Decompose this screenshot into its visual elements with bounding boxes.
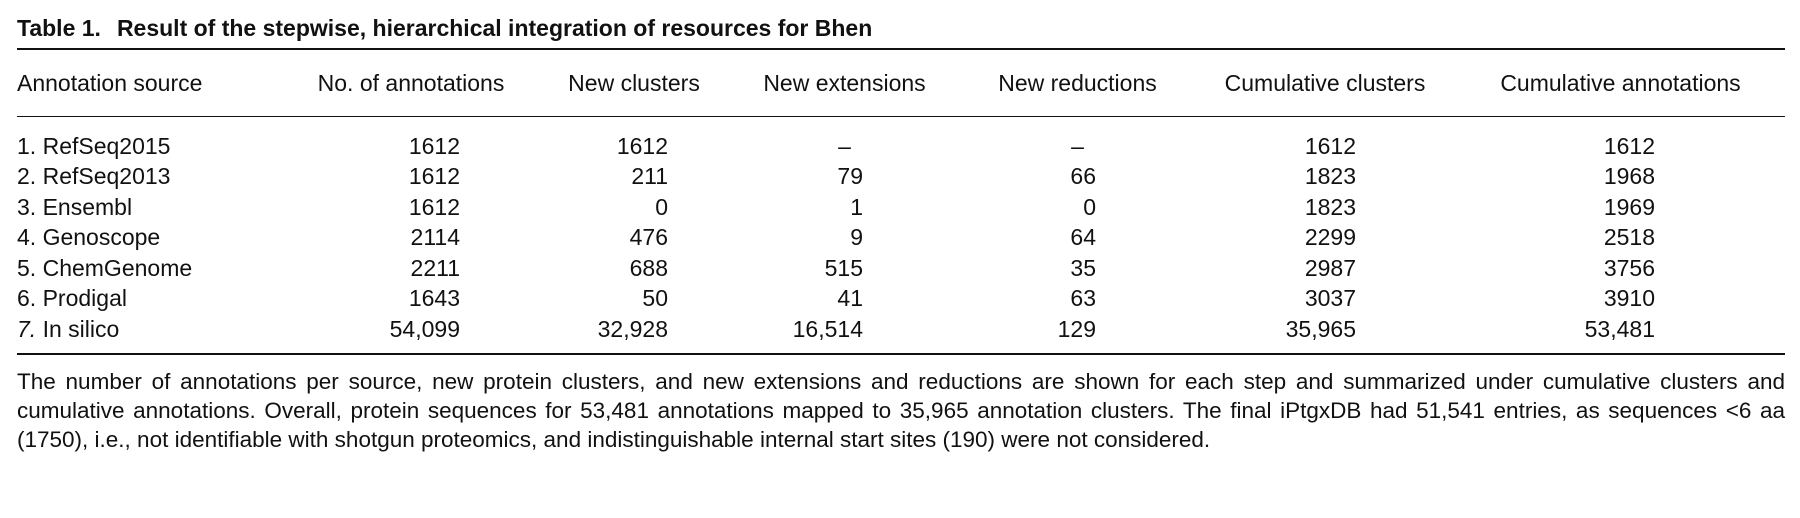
annotations-cell: 1643	[408, 285, 460, 312]
new-clusters-cell: 32,928	[597, 315, 668, 342]
table-label: Table 1.	[17, 15, 101, 41]
new-reductions-cell: –	[1071, 132, 1084, 159]
source-cell: 2. RefSeq2013	[17, 162, 282, 193]
column-header: Cumulative clusters	[1194, 50, 1456, 117]
annotations-cell: 54,099	[389, 315, 460, 342]
new-reductions-cell: 64	[1070, 224, 1096, 251]
column-header: No. of annotations	[282, 50, 540, 117]
annotations-cell: 2114	[410, 224, 460, 251]
header-row: Annotation source No. of annotations New…	[17, 50, 1785, 117]
column-header: Cumulative annotations	[1456, 50, 1785, 117]
column-header: New clusters	[540, 50, 728, 117]
table-row: 5. ChemGenome 2211 688 515 35 2987 3756	[17, 253, 1785, 284]
new-reductions-cell: 0	[1083, 193, 1096, 220]
table-row: 7. In silico 54,099 32,928 16,514 129 35…	[17, 314, 1785, 353]
row-number: 2.	[17, 163, 37, 190]
row-number: 3.	[17, 193, 37, 220]
new-clusters-cell: 476	[629, 224, 668, 251]
new-extensions-cell: 41	[837, 285, 863, 312]
row-number: 5.	[17, 254, 37, 281]
column-header: New extensions	[728, 50, 961, 117]
cumulative-annotations-cell: 3756	[1603, 254, 1655, 281]
cumulative-clusters-cell: 1823	[1304, 193, 1356, 220]
cumulative-clusters-cell: 1612	[1304, 132, 1356, 159]
row-number: 1.	[17, 132, 37, 159]
cumulative-clusters-cell: 2987	[1304, 254, 1356, 281]
cumulative-annotations-cell: 1612	[1603, 132, 1655, 159]
new-extensions-cell: 515	[824, 254, 863, 281]
annotations-cell: 1612	[408, 193, 460, 220]
cumulative-annotations-cell: 53,481	[1584, 315, 1655, 342]
table-caption: Table 1. Result of the stepwise, hierarch…	[17, 8, 1785, 48]
column-header: Annotation source	[17, 50, 282, 117]
source-cell: 4. Genoscope	[17, 223, 282, 254]
row-number: 4.	[17, 224, 37, 251]
source-name: ChemGenome	[42, 254, 193, 281]
new-extensions-cell: 9	[850, 224, 863, 251]
table-row: 3. Ensembl 1612 0 1 0 1823 1969	[17, 192, 1785, 223]
row-number: 6.	[17, 285, 37, 312]
row-number: 7.	[17, 315, 37, 342]
annotations-cell: 1612	[408, 163, 460, 190]
table-row: 2. RefSeq2013 1612 211 79 66 1823 1968	[17, 162, 1785, 193]
cumulative-clusters-cell: 35,965	[1285, 315, 1356, 342]
results-table: Annotation source No. of annotations New…	[17, 50, 1785, 353]
source-cell: 5. ChemGenome	[17, 253, 282, 284]
new-reductions-cell: 63	[1070, 285, 1096, 312]
cumulative-annotations-cell: 3910	[1603, 285, 1655, 312]
source-cell: 1. RefSeq2015	[17, 117, 282, 162]
annotations-cell: 2211	[410, 254, 460, 281]
new-clusters-cell: 50	[642, 285, 668, 312]
table-title: Result of the stepwise, hierarchical int…	[116, 15, 873, 41]
new-clusters-cell: 211	[631, 163, 668, 190]
table-row: 6. Prodigal 1643 50 41 63 3037 3910	[17, 284, 1785, 315]
cumulative-clusters-cell: 1823	[1304, 163, 1356, 190]
new-reductions-cell: 66	[1070, 163, 1096, 190]
cumulative-annotations-cell: 1968	[1603, 163, 1655, 190]
new-clusters-cell: 688	[629, 254, 668, 281]
new-extensions-cell: 1	[850, 193, 863, 220]
source-name: Genoscope	[42, 224, 161, 251]
top-rule	[17, 48, 1785, 50]
new-clusters-cell: 0	[655, 193, 668, 220]
table-footnote: The number of annotations per source, ne…	[17, 368, 1785, 452]
cumulative-annotations-cell: 2518	[1603, 224, 1655, 251]
table-figure: Table 1. Result of the stepwise, hierarch…	[17, 8, 1785, 476]
new-reductions-cell: 35	[1070, 254, 1096, 281]
cumulative-clusters-cell: 3037	[1304, 285, 1356, 312]
bottom-rule	[17, 352, 1785, 355]
source-name: In silico	[42, 315, 120, 342]
annotations-cell: 1612	[408, 132, 460, 159]
new-clusters-cell: 1612	[616, 132, 668, 159]
source-name: Ensembl	[42, 193, 133, 220]
table-row: 4. Genoscope 2114 476 9 64 2299 2518	[17, 223, 1785, 254]
new-reductions-cell: 129	[1057, 315, 1096, 342]
source-name: RefSeq2015	[42, 132, 171, 159]
source-name: Prodigal	[42, 285, 127, 312]
cumulative-clusters-cell: 2299	[1304, 224, 1356, 251]
cumulative-annotations-cell: 1969	[1603, 193, 1655, 220]
column-header: New reductions	[961, 50, 1194, 117]
source-cell: 3. Ensembl	[17, 192, 282, 223]
new-extensions-cell: 16,514	[792, 315, 863, 342]
table-row: 1. RefSeq2015 1612 1612 – – 1612 1612	[17, 117, 1785, 162]
source-cell: 7. In silico	[17, 314, 282, 353]
source-cell: 6. Prodigal	[17, 284, 282, 315]
table-body: 1. RefSeq2015 1612 1612 – – 1612 1612 2.…	[17, 117, 1785, 353]
source-name: RefSeq2013	[42, 163, 171, 190]
new-extensions-cell: 79	[837, 163, 863, 190]
new-extensions-cell: –	[838, 132, 851, 159]
